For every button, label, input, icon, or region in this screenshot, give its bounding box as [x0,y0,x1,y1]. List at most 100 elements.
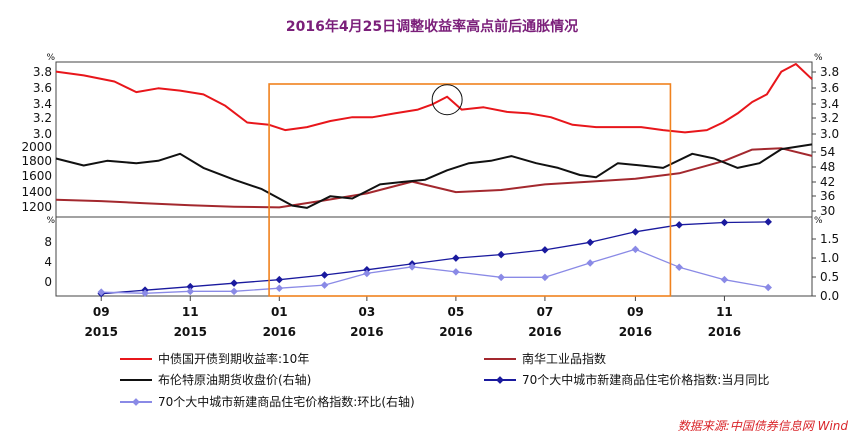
data-point [97,288,106,296]
right-axis-tick-label: 3.6 [820,81,839,95]
x-tick-year: 2016 [528,325,561,339]
x-tick-year: 2016 [350,325,383,339]
data-point [675,263,683,271]
chart-title: 2016年4月25日调整收益率高点前后通胀情况 [286,18,578,35]
x-tick-month: 03 [359,305,376,319]
legend-entry: 南华工业品指数 [484,351,606,366]
data-point [363,269,371,278]
data-point [720,275,729,284]
data-point [675,221,683,229]
legend-marker [496,376,504,384]
x-tick-month: 01 [271,305,288,319]
data-point [230,279,238,287]
data-point [320,271,329,279]
unit-symbol: % [814,53,823,63]
series-0 [55,63,813,134]
legend-entry: 布伦特原油期货收盘价(右轴) [120,372,311,387]
x-tick-year: 2015 [85,325,118,339]
legend-label: 中债国开债到期收益率:10年 [158,351,309,366]
left-axis-tick-label: 4 [44,255,52,269]
legend-entry: 中债国开债到期收益率:10年 [120,351,309,366]
data-point [586,259,594,267]
left-axis-tick-label: 3.8 [33,65,52,79]
data-point [720,218,729,227]
series-line [101,248,769,294]
highlight-layer [268,83,672,297]
series-line [101,221,769,295]
left-axis-tick-label: 8 [44,235,52,249]
data-point [452,254,460,262]
series-1 [55,147,813,209]
legend-label: 布伦特原油期货收盘价(右轴) [158,372,311,387]
unit-symbol: % [46,53,55,63]
x-tick-month: 05 [448,305,465,319]
legend-entry: 70个大中城市新建商品住宅价格指数:当月同比 [484,372,769,387]
right-axis-tick-label: 3.4 [820,97,839,111]
right-axis-tick-label: 0.0 [820,289,839,303]
data-point [631,228,640,236]
data-point [408,263,416,271]
x-tick-month: 07 [537,305,554,319]
right-axis-tick-label: 54 [820,145,835,159]
series-line [55,63,813,134]
highlight-box [268,83,672,297]
data-point [452,268,460,276]
left-axis-tick-label: 3.2 [33,111,52,125]
left-axis-tick-label: 1400 [21,185,52,199]
legend-label: 70个大中城市新建商品住宅价格指数:环比(右轴) [158,394,415,409]
data-point [141,289,149,298]
x-tick-year: 2016 [439,325,472,339]
legend-label: 70个大中城市新建商品住宅价格指数:当月同比 [522,372,769,387]
data-point [230,287,238,296]
right-axis-tick-label: 1.5 [820,232,839,246]
data-point [586,238,594,247]
data-point [764,283,772,292]
left-axis-tick-label: 3.6 [33,81,52,95]
x-tick-month: 11 [716,305,733,319]
legend-marker [132,398,140,406]
data-point [275,275,284,284]
source-note: 数据来源:中国债券信息网 Wind [678,419,849,433]
right-axis-tick-label: 42 [820,175,835,189]
unit-symbol: % [814,216,823,226]
right-axis-tick-label: 36 [820,189,835,203]
data-point [186,287,195,296]
data-point [541,246,549,254]
left-axis-tick-label: 1800 [21,154,52,168]
left-axis-tick-label: 1600 [21,169,52,183]
right-axis-tick-label: 1.0 [820,251,839,265]
x-tick-month: 09 [627,305,644,319]
data-point [631,245,640,254]
x-tick-year: 2016 [708,325,741,339]
data-point [497,250,505,259]
x-tick-month: 11 [182,305,199,319]
legend-label: 南华工业品指数 [522,351,606,366]
x-tick-month: 09 [93,305,110,319]
x-tick-year: 2015 [174,325,207,339]
data-point [275,284,284,292]
series-layer [55,63,813,298]
right-axis-tick-label: 0.5 [820,270,839,284]
series-line [55,147,813,209]
series-2 [55,143,813,209]
right-axis-tick-label: 3.2 [820,111,839,125]
left-axis-tick-label: 3.0 [33,127,52,141]
right-axis-tick-label: 48 [820,160,835,174]
x-tick-year: 2016 [619,325,652,339]
left-axis-tick-label: 3.4 [33,97,52,111]
axis-layer: 3.83.63.43.23.03.83.63.43.23.02000180016… [21,53,839,339]
right-axis-tick-label: 3.8 [820,65,839,79]
left-axis-tick-label: 1200 [21,200,52,214]
left-axis-tick-label: 0 [44,275,52,289]
right-axis-tick-label: 3.0 [820,127,839,141]
data-point [497,273,505,282]
left-axis-tick-label: 2000 [21,140,52,154]
data-point [764,218,772,226]
right-axis-tick-label: 30 [820,204,835,218]
legend-entry: 70个大中城市新建商品住宅价格指数:环比(右轴) [120,394,415,409]
series-line [55,143,813,209]
x-tick-year: 2016 [263,325,296,339]
